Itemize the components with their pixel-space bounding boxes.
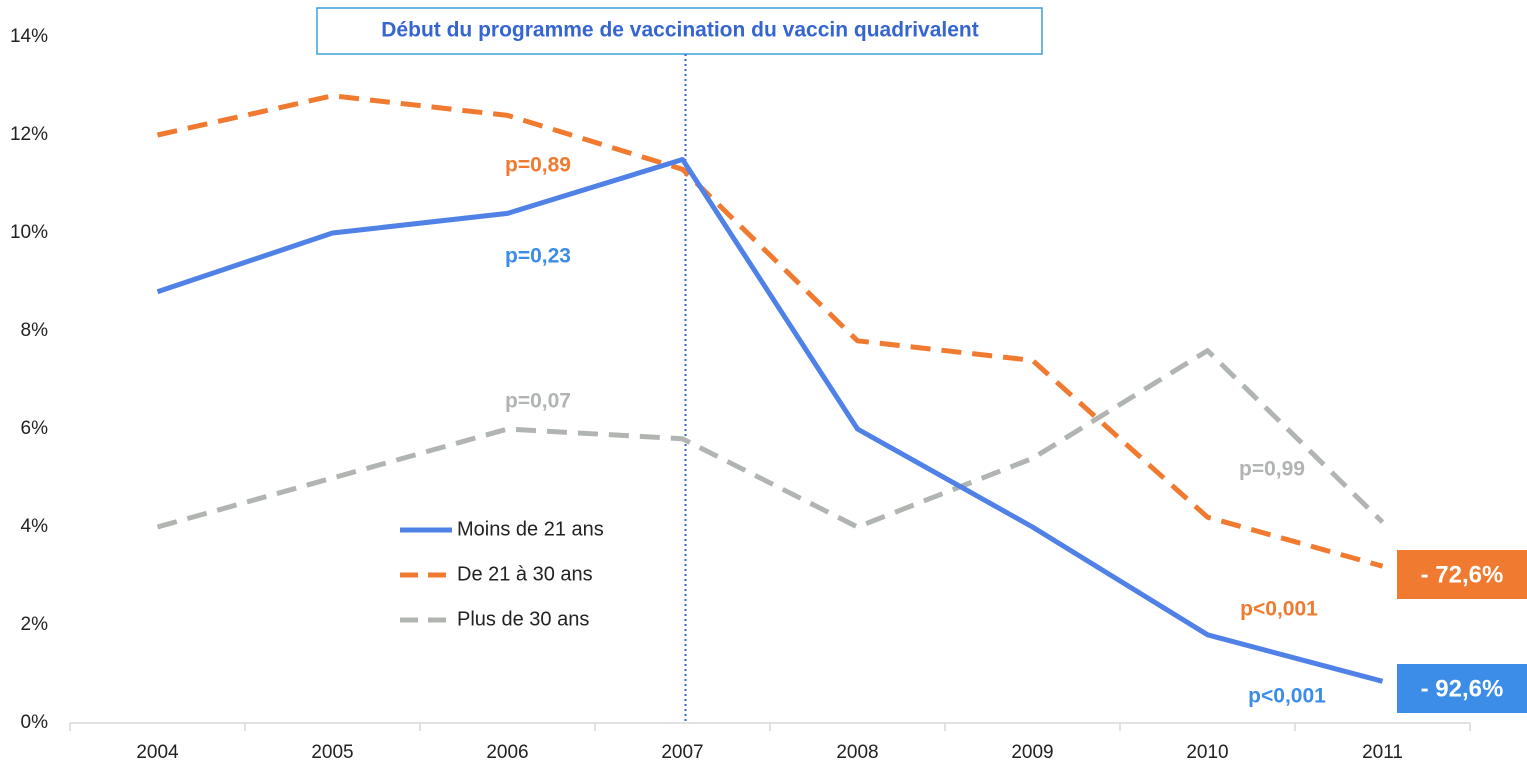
x-tick-label: 2006 (486, 742, 528, 763)
annotation: p<0,001 (1240, 598, 1318, 621)
annotation: p=0,89 (505, 154, 571, 177)
y-tick-label: 12% (10, 124, 48, 145)
badge-box (1397, 664, 1527, 713)
annotation: p=0,99 (1239, 458, 1305, 481)
y-tick-label: 4% (21, 516, 49, 537)
annotation: p=0,23 (505, 245, 571, 268)
badge-label: - 72,6% (1421, 561, 1504, 588)
y-tick-label: 6% (21, 418, 49, 439)
series-line (156, 157, 1384, 684)
legend-label: Plus de 30 ans (457, 608, 589, 630)
badge-label: - 92,6% (1421, 675, 1504, 702)
series-line (156, 93, 1384, 569)
x-tick-label: 2005 (311, 742, 353, 763)
vline-label: Début du programme de vaccination du vac… (381, 19, 978, 42)
legend-label: De 21 à 30 ans (457, 563, 593, 585)
series-line (156, 348, 1385, 530)
annotation: p=0,07 (505, 390, 571, 413)
y-tick-label: 14% (10, 26, 48, 47)
x-tick-label: 2008 (836, 742, 878, 763)
legend-label: Moins de 21 ans (457, 518, 604, 540)
vline-label-box (316, 7, 1043, 55)
badge-box (1397, 550, 1527, 599)
x-tick-label: 2007 (661, 742, 703, 763)
y-tick-label: 0% (21, 712, 49, 733)
x-tick-label: 2004 (136, 742, 179, 763)
y-tick-label: 8% (21, 320, 49, 341)
annotation: p<0,001 (1248, 685, 1326, 708)
y-tick-label: 2% (21, 614, 49, 635)
x-tick-label: 2010 (1186, 742, 1228, 763)
x-tick-label: 2009 (1011, 742, 1053, 763)
y-tick-label: 10% (10, 222, 48, 243)
x-tick-label: 2011 (1362, 742, 1403, 763)
